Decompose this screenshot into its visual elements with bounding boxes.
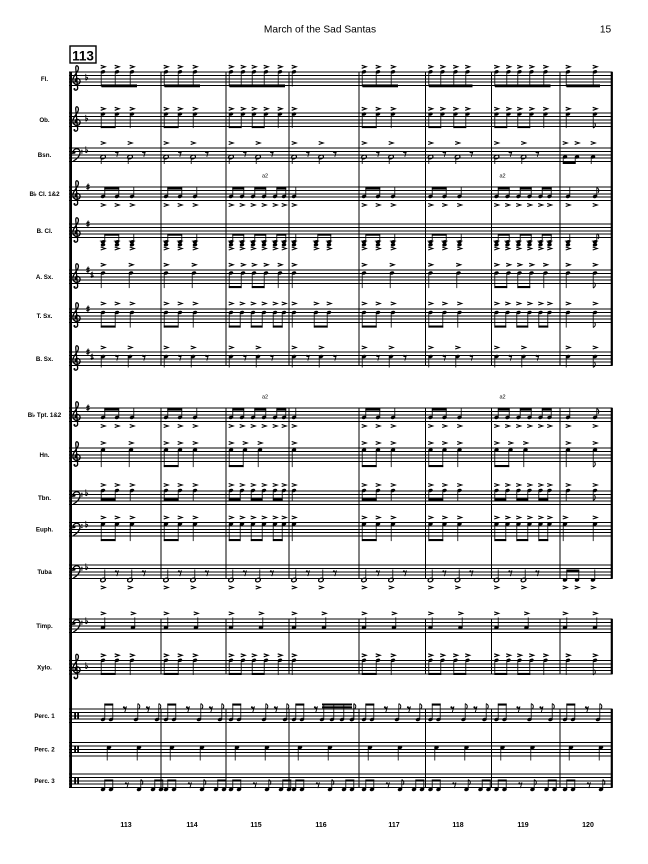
svg-text:Euph.: Euph. xyxy=(36,527,53,534)
svg-text:117: 117 xyxy=(388,822,399,829)
svg-text:Ob.: Ob. xyxy=(39,117,50,124)
svg-text:114: 114 xyxy=(186,822,197,829)
svg-text:Tuba: Tuba xyxy=(37,569,52,576)
svg-text:Bsn.: Bsn. xyxy=(38,152,52,159)
svg-text:a2: a2 xyxy=(499,174,505,180)
svg-text:B. Sx.: B. Sx. xyxy=(36,356,53,363)
svg-text:Fl.: Fl. xyxy=(41,76,48,83)
svg-text:Hn.: Hn. xyxy=(40,452,50,459)
svg-text:113: 113 xyxy=(72,49,94,64)
svg-text:B♭ Tpt. 1&2: B♭ Tpt. 1&2 xyxy=(28,412,62,419)
svg-text:B♭ Cl. 1&2: B♭ Cl. 1&2 xyxy=(29,191,60,198)
svg-text:A. Sx.: A. Sx. xyxy=(36,274,53,281)
svg-text:B. Cl.: B. Cl. xyxy=(37,228,53,235)
svg-text:115: 115 xyxy=(250,822,261,829)
svg-text:Xylo.: Xylo. xyxy=(37,665,52,672)
svg-text:Perc. 1: Perc. 1 xyxy=(34,713,55,720)
svg-text:a2: a2 xyxy=(499,395,505,401)
svg-text:Tbn.: Tbn. xyxy=(38,495,51,502)
svg-text:Perc. 2: Perc. 2 xyxy=(34,747,55,754)
svg-text:Perc. 3: Perc. 3 xyxy=(34,778,55,785)
svg-text:118: 118 xyxy=(452,822,463,829)
svg-text:120: 120 xyxy=(582,822,594,829)
svg-text:a2: a2 xyxy=(262,174,268,180)
svg-text:113: 113 xyxy=(120,822,131,829)
svg-text:T. Sx.: T. Sx. xyxy=(37,313,53,320)
svg-text:Timp.: Timp. xyxy=(36,623,53,630)
svg-text:119: 119 xyxy=(517,822,528,829)
svg-text:March of the Sad Santas: March of the Sad Santas xyxy=(264,25,376,36)
svg-text:a2: a2 xyxy=(262,395,268,401)
svg-text:15: 15 xyxy=(600,25,612,36)
svg-text:116: 116 xyxy=(315,822,326,829)
